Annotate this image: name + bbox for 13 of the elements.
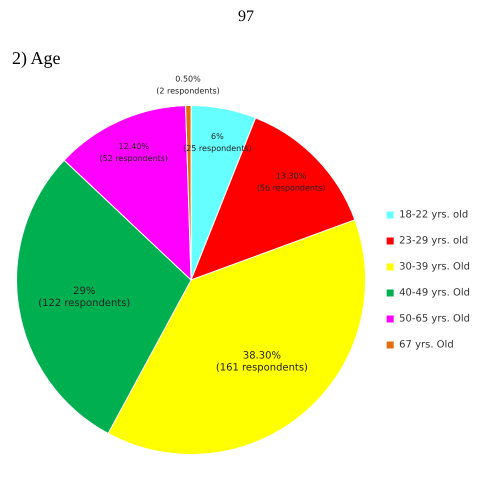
data-label: 13.30% (56 respondents) <box>256 172 326 193</box>
data-label: 29% (122 respondents) <box>38 286 130 309</box>
data-label: 12.40% (52 respondents) <box>99 142 168 163</box>
legend-label: 18-22 yrs. old <box>399 210 468 221</box>
legend-label: 30-39 yrs. Old <box>399 262 470 273</box>
text: 97 <box>237 8 255 26</box>
chart-title: 2) Age <box>12 48 62 69</box>
data-label: 38.30% (161 respondents) <box>216 350 308 374</box>
legend-label: 67 yrs. Old <box>399 340 454 351</box>
legend-label: 23-29 yrs. old <box>399 236 468 247</box>
legend-label: 50-65 yrs. Old <box>399 314 470 325</box>
data-label: 0.50% (2 respondents) <box>156 74 220 96</box>
legend-label: 40-49 yrs. Old <box>399 288 470 299</box>
